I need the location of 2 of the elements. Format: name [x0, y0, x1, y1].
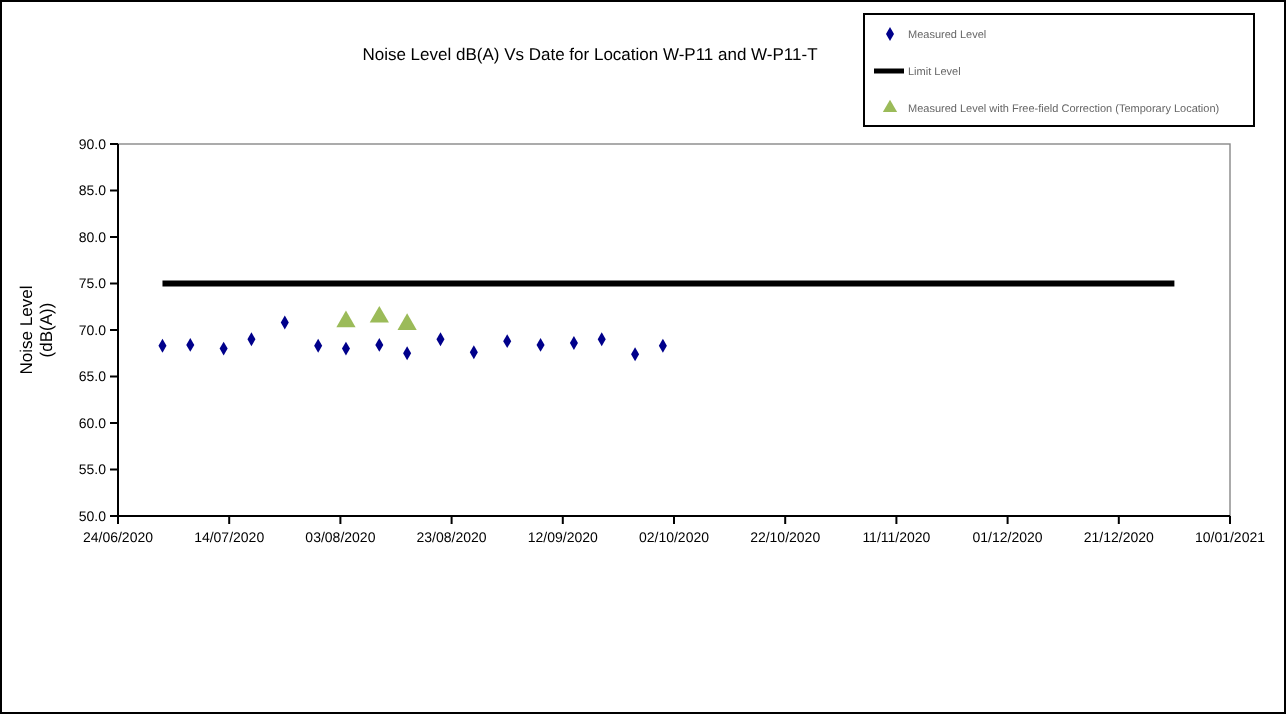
y-axis-title: Noise Level (dB(A)) — [16, 285, 56, 375]
chart-title: Noise Level dB(A) Vs Date for Location W-P11 and W-P11-T — [362, 44, 818, 64]
